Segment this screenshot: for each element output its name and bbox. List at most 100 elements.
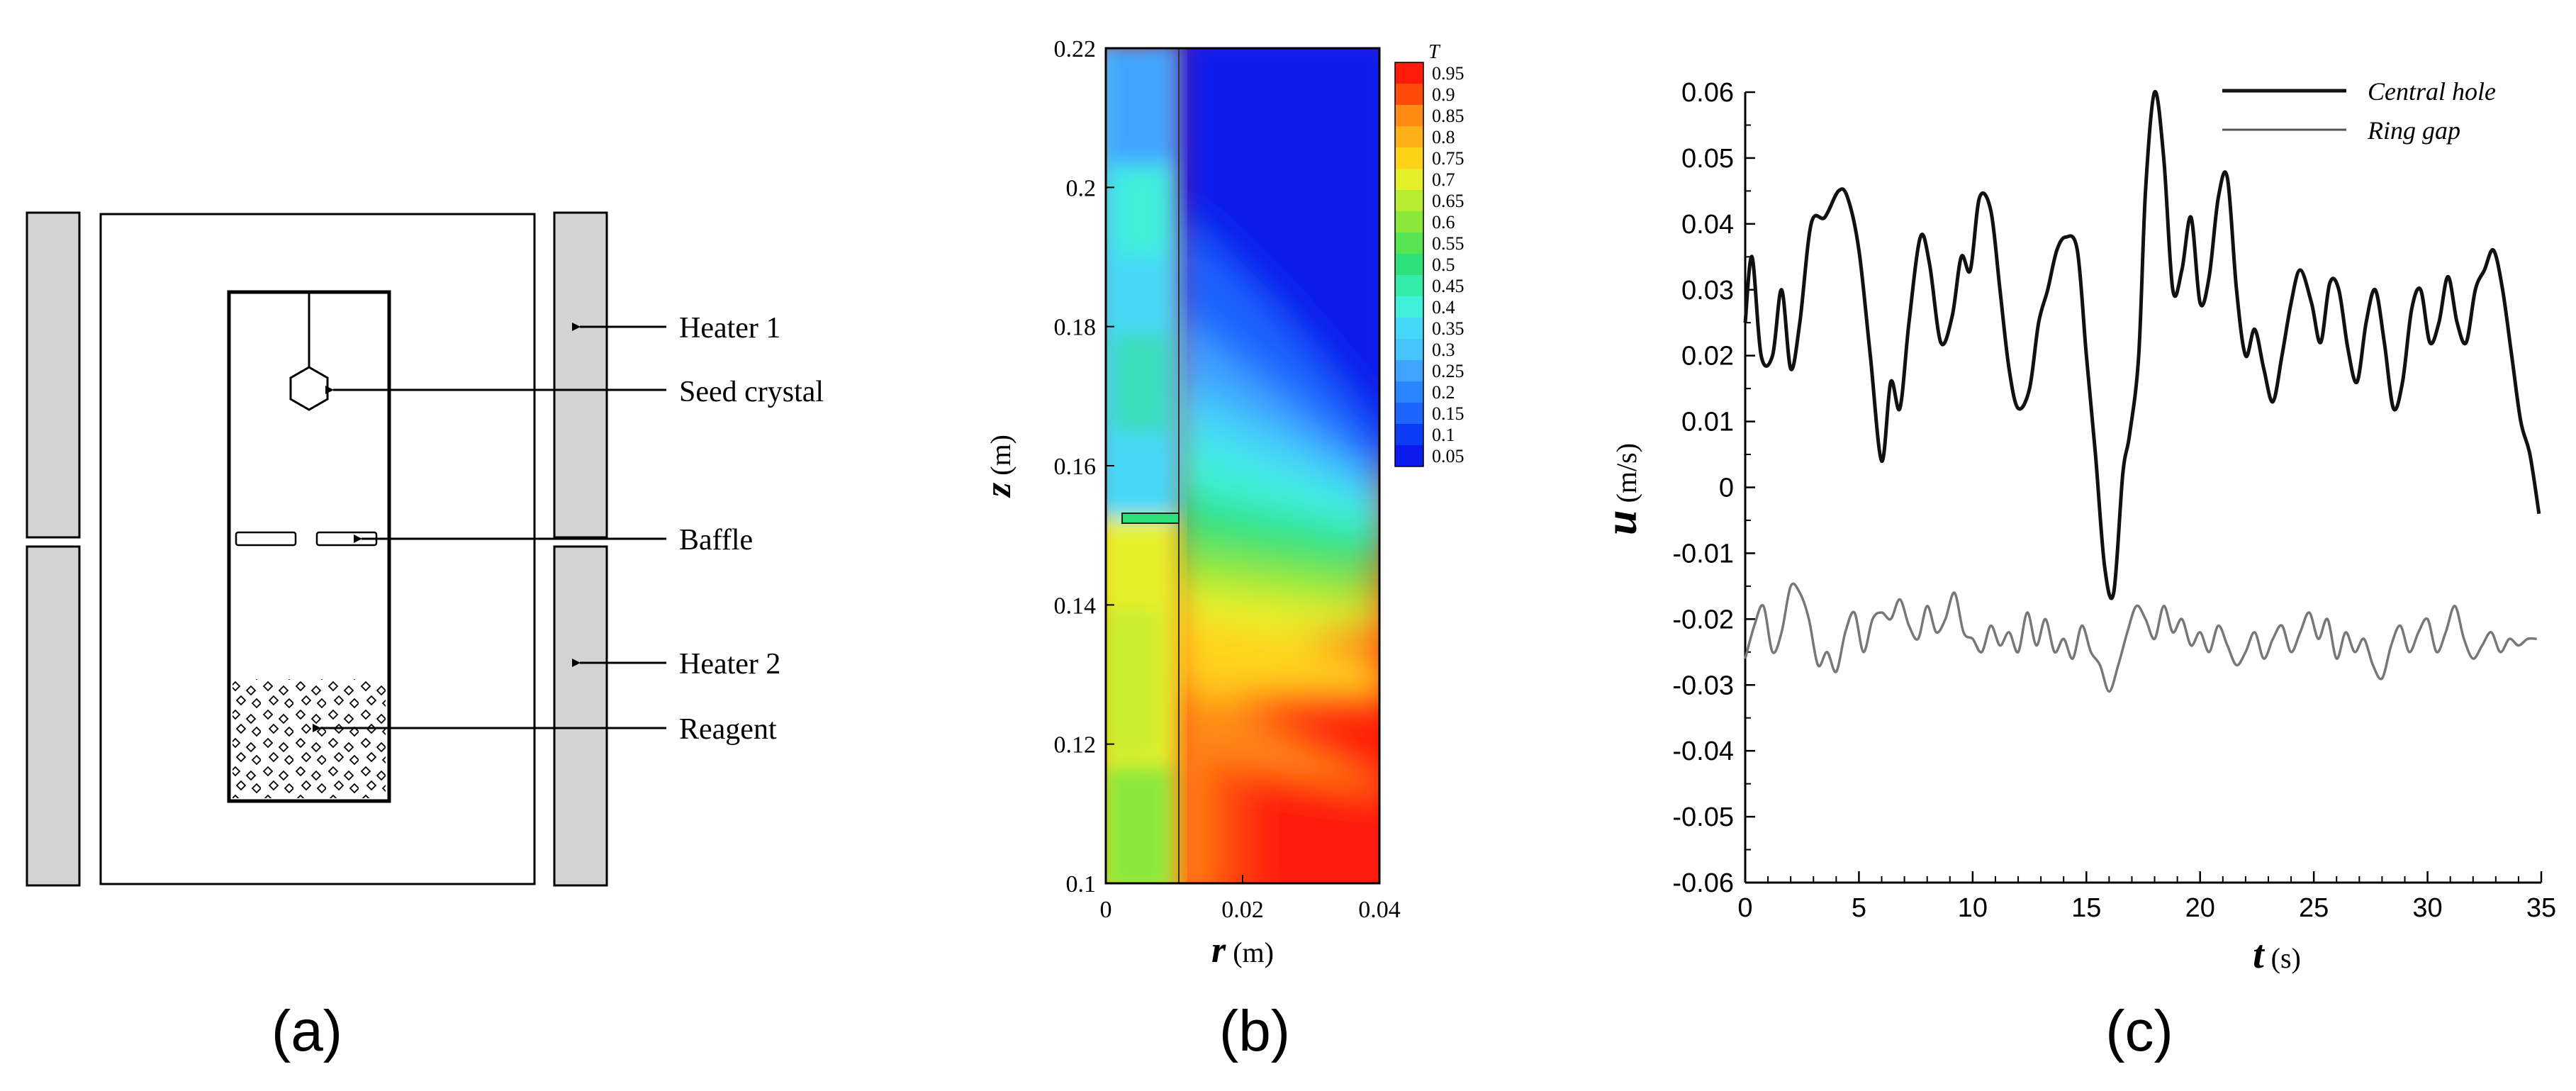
x-tick-label: 20 [2185,893,2215,923]
colorbar-label: 0.4 [1432,297,1455,318]
colorbar-swatch [1395,445,1423,467]
y-tick-label: -0.01 [1672,539,1734,569]
colorbar-swatch [1395,424,1423,446]
r-unit: (m) [1226,936,1274,968]
colorbar-label: 0.85 [1432,106,1465,126]
x-tick-label: 25 [2299,893,2329,923]
y-tick-label: 0.04 [1681,210,1734,240]
x-tick-label: 0.02 [1221,897,1264,923]
x-tick-label: 0 [1100,897,1112,923]
y-tick-label: -0.06 [1672,868,1734,898]
panel-a-caption: (a) [271,999,342,1063]
panel-b-caption: (b) [1219,999,1290,1063]
panel-b-x-axis: 0 0.02 0.04 [1100,875,1401,923]
y-tick-label: -0.05 [1672,802,1734,832]
colorbar-label: 0.9 [1432,84,1455,105]
colorbar-label: 0.7 [1432,169,1455,190]
colorbar-swatch [1395,62,1423,84]
colorbar-label: 0.65 [1432,191,1465,211]
colorbar-swatch [1395,147,1423,169]
colorbar-swatch [1395,296,1423,318]
colorbar-swatch [1395,126,1423,148]
y-tick-label: -0.04 [1672,737,1734,766]
colorbar-swatch [1395,403,1423,425]
panel-c-x-label: t (s) [2253,933,2301,977]
panel-b-y-label: z (m) [978,435,1019,498]
colorbar-label: 0.3 [1432,340,1455,360]
t-variable: t [2253,933,2265,977]
velocity-axes: 0.06 0.05 0.04 0.03 0.02 0.01 0 -0.01 -0.02 -0.03… [1672,78,2556,923]
panel-b-contour: 0.22 0.2 0.18 0.16 0.14 0.12 0.1 0 0.02 0.04 z (… [978,36,1465,1063]
seed-crystal-label: Seed crystal [679,376,824,408]
colorbar-label: 0.5 [1432,254,1455,275]
colorbar-swatch [1395,233,1423,254]
y-tick-label: 0.18 [1054,315,1097,341]
y-tick-label: -0.03 [1672,671,1734,700]
velocity-series [1743,89,2541,693]
heater-2-left [26,545,81,887]
heater-2-label: Heater 2 [679,648,780,681]
colorbar-label: 0.15 [1432,403,1465,424]
baffle-left-plate [235,531,297,547]
y-tick-label: 0.05 [1681,144,1734,174]
panel-b-x-label: r (m) [1211,930,1274,970]
temperature-field [1106,48,1379,883]
series-central-hole-line [1743,89,2541,600]
colorbar-swatch [1395,360,1423,382]
r-variable: r [1211,930,1226,970]
colorbar-swatch [1395,190,1423,212]
legend-central-hole-label: Central hole [2368,77,2496,106]
colorbar-label: 0.75 [1432,148,1465,169]
heater-1-left [26,211,81,539]
x-tick-label: 15 [2071,893,2101,923]
baffle-label: Baffle [679,524,753,556]
colorbar-swatch [1395,169,1423,191]
seed-crystal-shape [289,366,329,411]
z-unit: (m) [985,435,1017,483]
y-tick-label: 0.2 [1066,175,1097,201]
y-tick-label: 0.12 [1054,732,1097,759]
y-tick-label: 0.02 [1681,342,1734,371]
colorbar-label: 0.25 [1432,361,1465,381]
colorbar-swatch [1395,254,1423,276]
legend-ring-gap-label: Ring gap [2367,116,2460,145]
y-tick-label: 0.22 [1054,36,1097,62]
x-tick-label: 0 [1737,893,1752,923]
legend-title: T [1428,41,1441,63]
chart-legend: Central hole Ring gap [2222,77,2496,145]
colorbar-legend: T 0.950.90.850.80.750.70.650.60.550.50.4… [1394,41,1465,467]
heater-1-label: Heater 1 [679,312,780,345]
colorbar-label: 0.05 [1432,446,1465,466]
y-tick-label: 0.01 [1681,408,1734,437]
colorbar-swatch [1395,381,1423,403]
colorbar-swatch [1395,318,1423,340]
panel-a-schematic: Heater 1 Seed crystal Baffle Heater 2 Re… [26,211,824,1063]
x-tick-label: 10 [1958,893,1988,923]
panel-c-chart: 0.06 0.05 0.04 0.03 0.02 0.01 0 -0.01 -0.02 -0.03… [1596,77,2556,1063]
colorbar-label: 0.1 [1432,425,1455,445]
x-tick-label: 5 [1852,893,1866,923]
colorbar-label: 0.55 [1432,233,1465,254]
colorbar-label: 0.95 [1432,63,1465,84]
y-tick-label: 0.03 [1681,276,1734,306]
y-tick-label: 0 [1719,474,1734,503]
panel-c-y-label: u (m/s) [1596,443,1646,535]
t-unit: (s) [2264,942,2301,974]
colorbar-swatch [1395,211,1423,233]
heater-1-right [553,211,608,539]
x-tick-label: 30 [2412,893,2442,923]
colorbar-swatch [1395,84,1423,106]
y-tick-label: 0.14 [1054,593,1097,619]
colorbar-label: 0.45 [1432,276,1465,296]
colorbar-label: 0.2 [1432,382,1455,403]
reagent-label: Reagent [679,713,777,746]
heater-2-right [553,545,608,887]
colorbar-label: 0.6 [1432,212,1455,233]
u-unit: (m/s) [1611,443,1642,510]
reagent-bed [233,679,386,798]
colorbar-swatch [1395,339,1423,361]
colorbar-frame [1394,62,1424,467]
x-tick-label: 35 [2526,893,2556,923]
colorbar-swatch [1395,275,1423,297]
